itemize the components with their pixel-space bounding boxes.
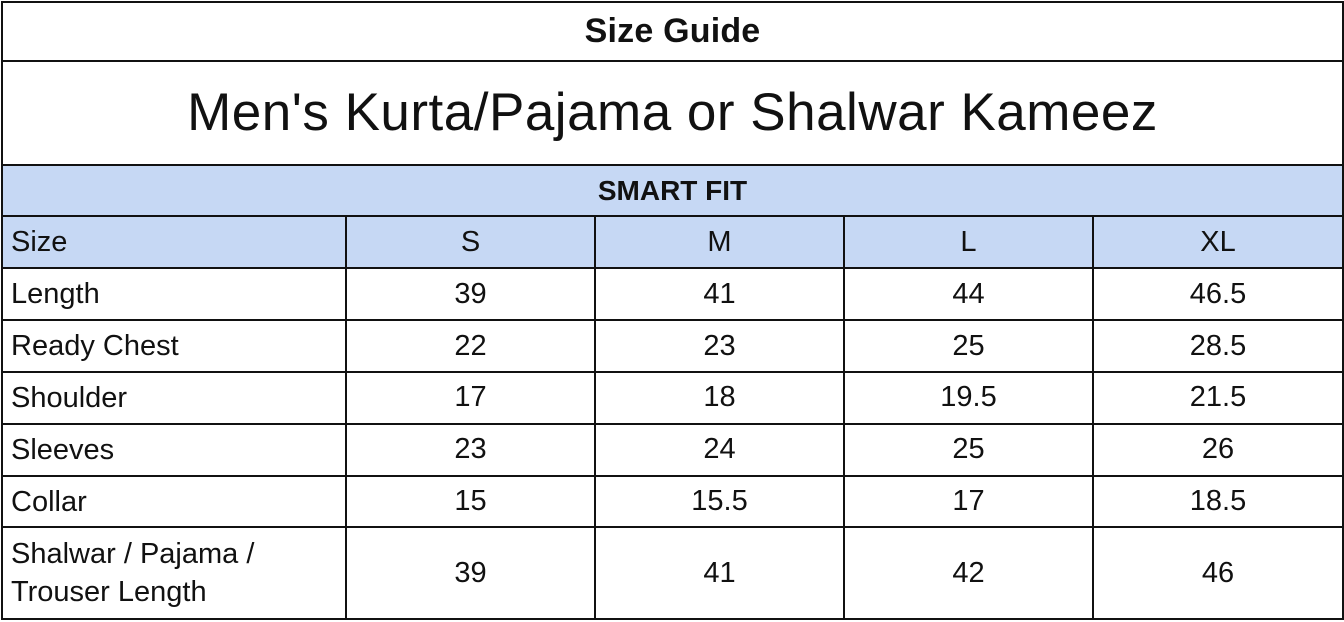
table-cell: 25: [843, 422, 1094, 477]
table-cell: 24: [594, 422, 845, 477]
table-cell: 17: [345, 370, 596, 425]
table-row: Sleeves 23 24 25 26: [1, 422, 1344, 477]
row-label: Shalwar / Pajama / Trouser Length: [1, 526, 347, 620]
table-cell: 44: [843, 267, 1094, 322]
row-label: Length: [1, 267, 347, 322]
title-row: Size Guide: [0, 1, 1344, 62]
table-cell: 28.5: [1091, 319, 1344, 373]
table-cell: 21.5: [1091, 370, 1344, 425]
table-cell: 41: [594, 267, 845, 322]
column-header-size: Size: [1, 215, 347, 270]
table-cell: 39: [345, 526, 596, 620]
row-label-line: Trouser Length: [11, 576, 207, 609]
table-row: Ready Chest 22 23 25 28.5: [1, 319, 1344, 373]
row-label: Ready Chest: [1, 319, 347, 373]
fit-row: SMART FIT: [0, 163, 1344, 218]
table-cell: 17: [843, 474, 1094, 529]
table-cell: 25: [843, 319, 1094, 373]
table-cell: 15.5: [594, 474, 845, 529]
table-cell: 18: [594, 370, 845, 425]
table-cell: 23: [594, 319, 845, 373]
table-cell: 39: [345, 267, 596, 322]
table-cell: 19.5: [843, 370, 1094, 425]
subtitle-row: Men's Kurta/Pajama or Shalwar Kameez: [0, 59, 1344, 166]
table-row: Shoulder 17 18 19.5 21.5: [1, 370, 1344, 425]
table-cell: 26: [1091, 422, 1344, 477]
table-cell: 15: [345, 474, 596, 529]
column-header-xl: XL: [1091, 215, 1344, 270]
product-title: Men's Kurta/Pajama or Shalwar Kameez: [0, 59, 1344, 166]
table-cell: 23: [345, 422, 596, 477]
row-label: Collar: [1, 474, 347, 529]
table-cell: 42: [843, 526, 1094, 620]
column-header-l: L: [843, 215, 1094, 270]
table-cell: 22: [345, 319, 596, 373]
column-header-s: S: [345, 215, 596, 270]
table-cell: 18.5: [1091, 474, 1344, 529]
column-header-m: M: [594, 215, 845, 270]
page-title: Size Guide: [0, 1, 1344, 62]
row-label: Sleeves: [1, 422, 347, 477]
row-label-line: Shalwar / Pajama /: [11, 538, 255, 571]
table-cell: 46: [1091, 526, 1344, 620]
fit-label: SMART FIT: [0, 163, 1344, 218]
table-cell: 41: [594, 526, 845, 620]
table-cell: 46.5: [1091, 267, 1344, 322]
table-row: Collar 15 15.5 17 18.5: [1, 474, 1344, 529]
table-row: Length 39 41 44 46.5: [1, 267, 1344, 322]
header-row: Size S M L XL: [1, 215, 1344, 270]
row-label: Shoulder: [1, 370, 347, 425]
table-row: Shalwar / Pajama / Trouser Length 39 41 4…: [1, 526, 1344, 620]
